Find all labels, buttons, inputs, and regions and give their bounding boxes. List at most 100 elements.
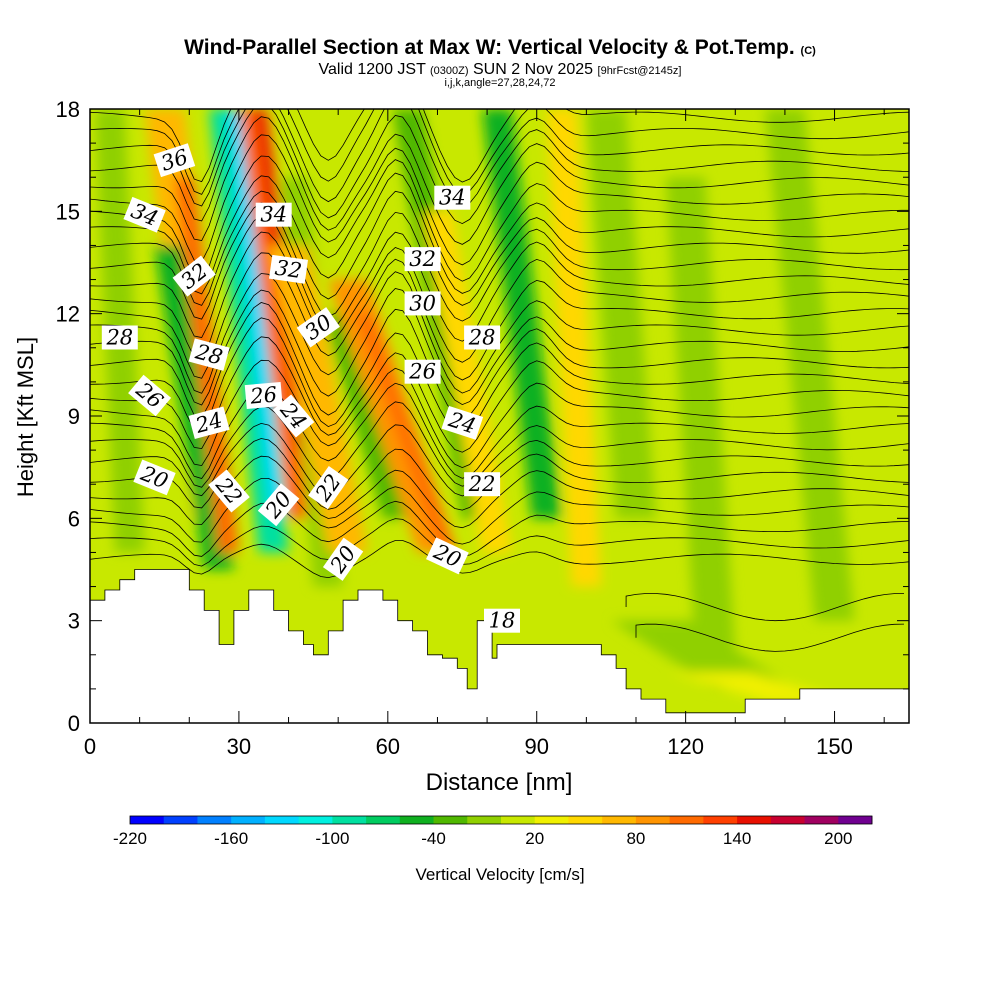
- velocity-band: [765, 109, 855, 621]
- colorbar-swatch: [467, 816, 502, 824]
- contour-label-box: [484, 608, 520, 633]
- contour-label-box: [172, 255, 216, 297]
- colorbar-swatch: [703, 816, 738, 824]
- valid-utc: (0300Z): [430, 65, 469, 77]
- contour-label-box: [257, 483, 300, 527]
- contour-label-box: [441, 405, 484, 440]
- contour-label-box: [404, 247, 441, 272]
- contour-label: 30: [404, 291, 441, 316]
- contour-label: 34: [434, 185, 471, 210]
- contour-label-text: 34: [260, 203, 287, 227]
- theta-contour-line: [90, 540, 909, 579]
- x-tick-label: 60: [376, 734, 400, 759]
- contour-label-text: 30: [409, 291, 436, 315]
- colorbar-swatch: [602, 816, 637, 824]
- colorbar-tick-label: 20: [525, 829, 544, 848]
- theta-contour-line: [90, 190, 909, 306]
- theta-contour-line: [90, 518, 909, 567]
- forecast-info: [9hrFcst@2145z]: [597, 65, 682, 77]
- contour-label: 28: [101, 325, 138, 350]
- theta-contour-line: [90, 155, 909, 282]
- colorbar-tick-label: 80: [626, 829, 645, 848]
- colorbar-swatch: [669, 816, 704, 824]
- theta-contour-line: [90, 109, 909, 183]
- y-tick-label: 12: [56, 302, 80, 327]
- grid-info: i,j,k,angle=27,28,24,72: [444, 77, 556, 89]
- theta-contour-line: [635, 623, 905, 652]
- colorbar-swatch: [332, 816, 367, 824]
- colorbar-swatch: [197, 816, 232, 824]
- colorbar-swatch: [130, 816, 165, 824]
- valid-date: SUN 2 Nov 2025: [473, 61, 594, 78]
- contour-label-box: [464, 472, 501, 497]
- theta-contour-line: [625, 593, 905, 622]
- velocity-band: [482, 109, 562, 519]
- contour-label-box: [322, 537, 364, 581]
- y-tick-label: 3: [68, 609, 80, 634]
- contour-label-box: [133, 459, 176, 496]
- x-tick-label: 150: [816, 734, 853, 759]
- contour-label: 34: [255, 202, 292, 227]
- contour-label-box: [123, 196, 166, 233]
- theta-contour-line: [90, 134, 909, 266]
- contour-label-box: [426, 537, 469, 575]
- colorbar-tick-label: 140: [723, 829, 751, 848]
- theta-contour-line: [90, 202, 909, 322]
- colorbar-frame: [129, 815, 873, 825]
- contour-label: 22: [464, 472, 501, 497]
- x-tick-label: 30: [227, 734, 251, 759]
- y-tick-label: 6: [68, 506, 80, 531]
- colorbar-swatch: [433, 816, 468, 824]
- velocity-band: [226, 109, 287, 519]
- theta-contour-line: [90, 359, 909, 469]
- contour-label-box: [153, 143, 196, 178]
- y-tick-label: 0: [68, 711, 80, 736]
- contour-label-box: [434, 185, 471, 210]
- theta-contour-line: [90, 422, 909, 497]
- contour-label-text: 32: [409, 247, 436, 271]
- colorbar-swatch: [635, 816, 671, 824]
- colorbar-tick-label: -220: [113, 829, 147, 848]
- theta-contour-line: [90, 109, 909, 207]
- colorbar-swatch: [838, 816, 873, 824]
- contour-label-text: 26: [408, 360, 436, 384]
- colorbar-swatch: [399, 816, 434, 824]
- velocity-band: [355, 313, 455, 553]
- colorbar-swatch: [737, 816, 772, 824]
- velocity-band: [586, 109, 656, 519]
- colorbar-tick-label: 200: [824, 829, 852, 848]
- x-tick-label: 90: [524, 734, 548, 759]
- contour-label-box: [404, 359, 441, 384]
- contour-label-text: 34: [439, 186, 466, 210]
- contour-label: 18: [484, 608, 520, 633]
- contour-label-text: 18: [489, 609, 516, 633]
- velocity-band: [422, 211, 512, 553]
- theta-contour-line: [90, 109, 909, 225]
- contour-label-box: [464, 325, 501, 350]
- y-tick-label: 15: [56, 199, 80, 224]
- colorbar-swatch: [231, 816, 266, 824]
- y-tick-label: 18: [56, 97, 80, 122]
- velocity-band: [268, 245, 368, 553]
- x-tick-label: 120: [667, 734, 704, 759]
- contour-label-box: [244, 381, 283, 410]
- theta-contour-line: [90, 116, 909, 245]
- theta-contour-line: [90, 288, 909, 406]
- contour-label-text: 26: [248, 382, 278, 408]
- theta-contour-line: [90, 382, 909, 479]
- contour-label-box: [188, 406, 230, 440]
- contour-label: 32: [404, 247, 441, 272]
- y-tick-label: 9: [68, 404, 80, 429]
- colorbar: -220 -160 -100 -40 20 80 140 200: [113, 815, 873, 848]
- copyright-mark: (C): [800, 45, 816, 57]
- colorbar-label: Vertical Velocity [cm/s]: [415, 865, 584, 884]
- colorbar-swatch: [501, 816, 536, 824]
- y-axis-label: Height [Kft MSL]: [13, 337, 38, 497]
- contour-label-box: [255, 202, 292, 227]
- x-tick-label: 0: [84, 734, 96, 759]
- colorbar-swatch: [804, 816, 839, 824]
- contour-label: 26: [244, 381, 283, 410]
- contour-label-text: 22: [468, 472, 496, 496]
- colorbar-tick-label: -100: [315, 829, 349, 848]
- terrain-profile: [90, 569, 909, 723]
